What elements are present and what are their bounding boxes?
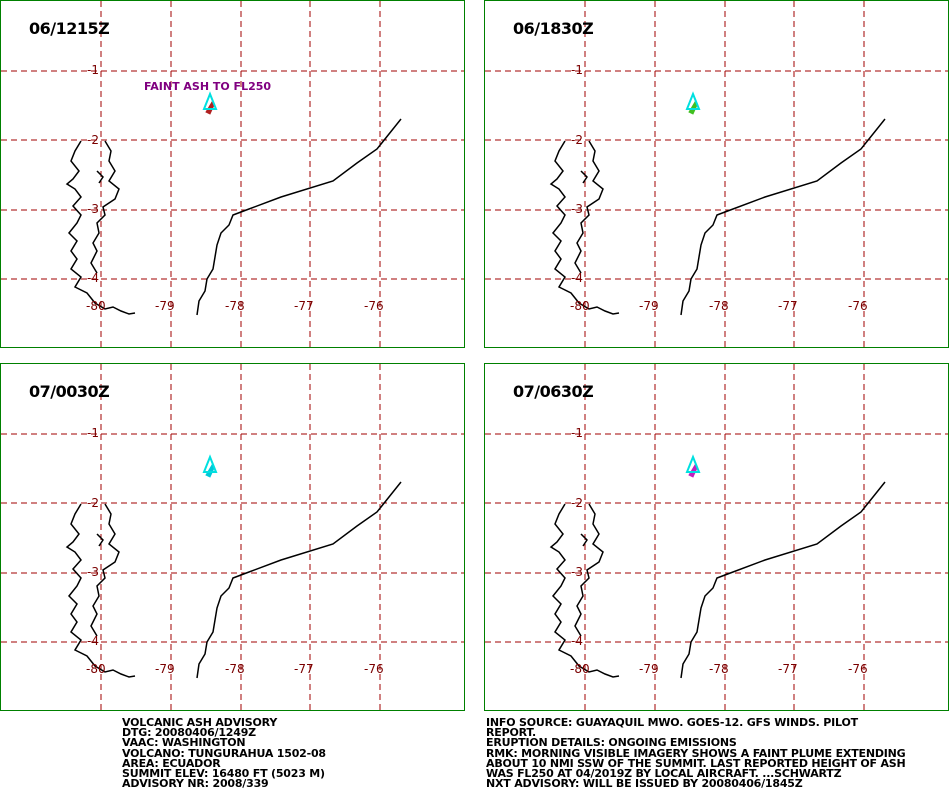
lon-label-1: -80 (570, 662, 590, 676)
lat-label-4: -4 (571, 271, 583, 285)
remarks-line: ERUPTION DETAILS: ONGOING EMISSIONS (486, 736, 737, 750)
advisory-header-block: VOLCANIC ASH ADVISORY DTG: 20080406/1249… (122, 716, 326, 791)
panel-title-1: 06/1215Z (29, 19, 110, 38)
lat-label-4: -4 (87, 634, 99, 648)
lon-label-3: -78 (709, 662, 729, 676)
lat-label-3: -3 (87, 202, 99, 216)
coastline-2 (90, 503, 120, 637)
map-panel-2: 06/1830Z -1 -2 -3 -4 -80 -79 -78 -77 -76 (484, 0, 949, 348)
lat-label-2: -2 (87, 496, 99, 510)
lon-label-5: -76 (364, 299, 384, 313)
lon-label-1: -80 (570, 299, 590, 313)
advisory-line: DTG: 20080406/1249Z (122, 726, 256, 740)
lon-label-5: -76 (848, 662, 868, 676)
lat-label-3: -3 (87, 565, 99, 579)
lon-label-2: -79 (639, 662, 659, 676)
coastline-3 (680, 481, 886, 679)
remarks-line: INFO SOURCE: GUAYAQUIL MWO. GOES-12. GFS… (486, 716, 858, 729)
panel-title-3: 07/0030Z (29, 382, 110, 401)
advisory-line: VOLCANIC ASH ADVISORY (122, 716, 278, 729)
lat-label-2: -2 (87, 133, 99, 147)
volcano-icon (685, 91, 701, 110)
remarks-line: RMK: MORNING VISIBLE IMAGERY SHOWS A FAI… (486, 746, 906, 760)
volcano-icon (685, 454, 701, 473)
coastline-1 (65, 140, 136, 315)
panel-title-4: 07/0630Z (513, 382, 594, 401)
advisory-line: SUMMIT ELEV: 16480 FT (5023 M) (122, 767, 325, 781)
lat-label-4: -4 (571, 634, 583, 648)
coastline-4 (96, 533, 104, 547)
lon-label-3: -78 (225, 299, 245, 313)
lat-label-3: -3 (571, 565, 583, 579)
lat-label-1: -1 (571, 63, 583, 77)
volcano-icon (202, 454, 218, 473)
lat-label-1: -1 (87, 426, 99, 440)
lon-label-4: -77 (778, 662, 798, 676)
lon-label-2: -79 (155, 299, 175, 313)
lat-label-1: -1 (571, 426, 583, 440)
coastline-2 (574, 503, 604, 637)
remarks-line: WAS FL250 AT 04/2019Z BY LOCAL AIRCRAFT.… (486, 767, 842, 781)
remarks-line: NXT ADVISORY: WILL BE ISSUED BY 20080406… (486, 777, 803, 791)
advisory-line: VAAC: WASHINGTON (122, 736, 246, 750)
volcano-icon (202, 91, 218, 110)
remarks-line: ABOUT 10 NMI SSW OF THE SUMMIT. LAST REP… (486, 756, 906, 770)
map-canvas-1 (1, 1, 464, 347)
advisory-line: AREA: ECUADOR (122, 756, 221, 770)
lon-label-4: -77 (778, 299, 798, 313)
ash-annotation-1: FAINT ASH TO FL250 (144, 80, 272, 93)
lat-label-1: -1 (87, 63, 99, 77)
lon-label-5: -76 (848, 299, 868, 313)
map-panel-3: 07/0030Z -1 -2 -3 -4 -80 -79 -78 -77 -76 (0, 363, 465, 711)
remarks-line: REPORT. (486, 726, 536, 740)
coastline-4 (580, 170, 588, 184)
coastline-4 (96, 170, 104, 184)
lon-label-3: -78 (709, 299, 729, 313)
map-panel-4: 07/0630Z -1 -2 -3 -4 -80 -79 -78 -77 -76 (484, 363, 949, 711)
lat-label-4: -4 (87, 271, 99, 285)
coastline-3 (196, 481, 402, 679)
map-canvas-2 (485, 1, 948, 347)
map-canvas-4 (485, 364, 948, 710)
map-canvas-3 (1, 364, 464, 710)
lon-label-1: -80 (86, 299, 106, 313)
advisory-line: ADVISORY NR: 2008/339 (122, 777, 269, 791)
lon-label-4: -77 (294, 299, 314, 313)
lat-label-2: -2 (571, 133, 583, 147)
advisory-remarks-block: INFO SOURCE: GUAYAQUIL MWO. GOES-12. GFS… (486, 716, 906, 791)
lon-label-1: -80 (86, 662, 106, 676)
lat-label-2: -2 (571, 496, 583, 510)
coastline-2 (574, 140, 604, 274)
coastline-3 (680, 118, 886, 316)
coastline-4 (580, 533, 588, 547)
coastline-2 (90, 140, 120, 274)
lon-label-2: -79 (639, 299, 659, 313)
map-panel-1: 06/1215Z FAINT ASH TO FL250 -1 -2 -3 -4 … (0, 0, 465, 348)
lon-label-3: -78 (225, 662, 245, 676)
lon-label-2: -79 (155, 662, 175, 676)
coastline-1 (549, 503, 620, 678)
coastline-1 (549, 140, 620, 315)
lon-label-5: -76 (364, 662, 384, 676)
coastline-1 (65, 503, 136, 678)
lat-label-3: -3 (571, 202, 583, 216)
lon-label-4: -77 (294, 662, 314, 676)
coastline-3 (196, 118, 402, 316)
advisory-line: VOLCANO: TUNGURAHUA 1502-08 (122, 746, 326, 760)
panel-title-2: 06/1830Z (513, 19, 594, 38)
